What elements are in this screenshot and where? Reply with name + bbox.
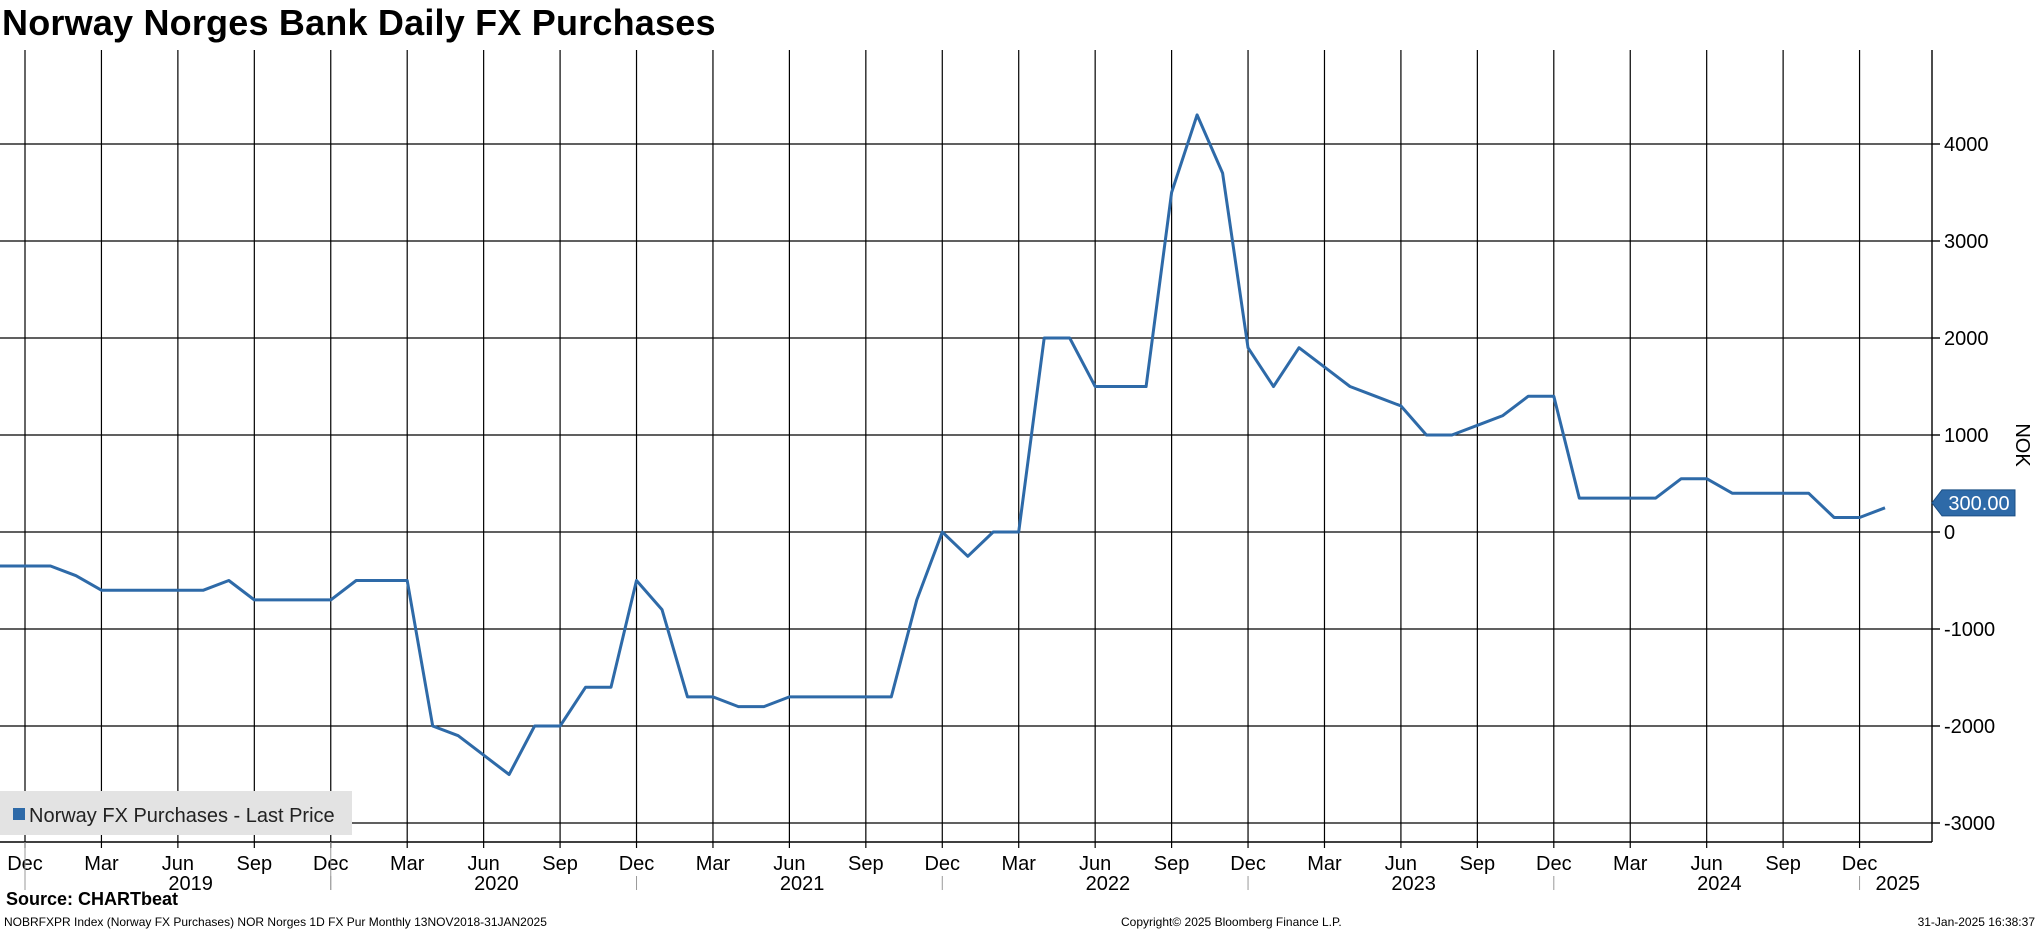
x-tick-label: Sep — [848, 853, 884, 875]
x-tick-label: Mar — [1307, 853, 1342, 875]
year-label: 2019 — [168, 873, 213, 895]
x-tick-label: Mar — [1613, 853, 1648, 875]
legend: Norway FX Purchases - Last Price — [0, 791, 352, 835]
footer-index-description: NOBRFXPR Index (Norway FX Purchases) NOR… — [4, 915, 547, 929]
x-tick-label: Mar — [390, 853, 425, 875]
series-layer — [0, 113, 1886, 776]
y-tick-label: 0 — [1944, 522, 1955, 544]
series-line — [0, 113, 1886, 776]
legend-label: Norway FX Purchases - Last Price — [29, 805, 335, 827]
x-tick-label: Sep — [1460, 853, 1496, 875]
horizontal-gridlines — [0, 143, 1932, 824]
x-tick-label: Mar — [1001, 853, 1036, 875]
year-label: 2025 — [1876, 873, 1921, 895]
x-tick-label: Jun — [162, 853, 194, 875]
y-tick-label: 4000 — [1944, 134, 1989, 156]
x-tick-label: Jun — [773, 853, 805, 875]
vertical-gridlines — [24, 50, 1861, 842]
x-tick-label: Jun — [1079, 853, 1111, 875]
y-tick-label: -3000 — [1944, 813, 1995, 835]
source-note: Source: CHARTbeat — [6, 889, 179, 909]
year-label: 2021 — [780, 873, 825, 895]
last-price-tag — [1931, 489, 2016, 517]
plot-frame — [0, 50, 1933, 843]
footer-timestamp: 31-Jan-2025 16:38:37 — [1917, 915, 2035, 929]
x-tick-label: Jun — [468, 853, 500, 875]
x-tick-label: Sep — [237, 853, 273, 875]
y-axis-title: NOK — [2011, 423, 2033, 467]
x-tick-label: Mar — [696, 853, 731, 875]
x-tick-label: Sep — [1765, 853, 1801, 875]
x-tick-label: Jun — [1385, 853, 1417, 875]
x-axis: Dec Mar Jun Sep Dec Mar Jun Sep Dec Mar Jun Sep Dec M… — [7, 842, 1920, 895]
year-label: 2024 — [1697, 873, 1742, 895]
year-label: 2022 — [1086, 873, 1131, 895]
x-tick-label: Jun — [1691, 853, 1723, 875]
x-tick-label: Dec — [924, 853, 960, 875]
legend-box — [0, 791, 352, 835]
chart-title: Norway Norges Bank Daily FX Purchases — [2, 2, 716, 43]
x-tick-label: Sep — [542, 853, 578, 875]
y-axis: 4000 3000 2000 1000 0 -1000 -2000 -3000 NOK — [1932, 134, 2033, 835]
y-tick-label: 2000 — [1944, 328, 1989, 350]
last-price-marker: 300.00 — [1931, 489, 2016, 517]
footer-copyright: Copyright© 2025 Bloomberg Finance L.P. — [1121, 915, 1342, 929]
year-label: 2020 — [474, 873, 519, 895]
last-price-label: 300.00 — [1948, 493, 2009, 515]
x-tick-label: Mar — [84, 853, 119, 875]
x-tick-label: Dec — [1842, 853, 1878, 875]
y-tick-label: 3000 — [1944, 231, 1989, 253]
y-tick-label: 1000 — [1944, 425, 1989, 447]
x-tick-label: Dec — [1536, 853, 1572, 875]
x-tick-label: Sep — [1154, 853, 1190, 875]
x-tick-label: Dec — [1230, 853, 1266, 875]
year-label: 2023 — [1391, 873, 1436, 895]
y-tick-label: -1000 — [1944, 619, 1995, 641]
x-tick-label: Dec — [619, 853, 655, 875]
y-tick-label: -2000 — [1944, 716, 1995, 738]
legend-swatch — [13, 808, 25, 820]
